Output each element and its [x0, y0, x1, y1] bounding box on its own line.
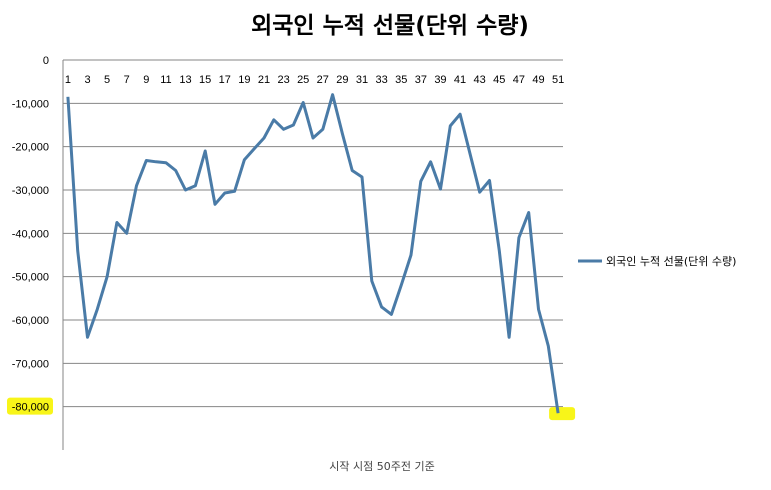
y-tick-label: -40,000: [12, 228, 49, 240]
x-tick-label: 51: [552, 74, 564, 86]
x-tick-label: 31: [356, 74, 368, 86]
y-tick-label: -50,000: [12, 272, 49, 284]
x-tick-label: 33: [376, 74, 388, 86]
x-tick-label: 29: [336, 74, 348, 86]
x-axis-ticks: 1 3 5 7 9 11 13 15 17 19 21 23 25 27 29 31 33 35 37 39 41 43 4…: [65, 74, 564, 86]
x-tick-label: 25: [297, 74, 309, 86]
y-tick-label: -10,000: [12, 98, 49, 110]
x-tick-label: 11: [160, 74, 171, 86]
x-tick-label: 21: [258, 74, 270, 86]
x-tick-label: 39: [434, 74, 446, 86]
y-tick-label: 0: [43, 55, 49, 67]
x-tick-label: 3: [84, 74, 90, 86]
x-tick-label: 15: [199, 74, 211, 86]
legend: 외국인 누적 선물(단위 수량): [578, 255, 736, 268]
x-tick-label: 35: [395, 74, 407, 86]
x-tick-label: 19: [238, 74, 250, 86]
y-tick-label: -20,000: [12, 142, 49, 154]
chart-title: 외국인 누적 선물(단위 수량): [251, 13, 529, 39]
legend-label: 외국인 누적 선물(단위 수량): [606, 255, 736, 268]
highlights: [7, 397, 576, 421]
endpoint-highlight: [549, 407, 576, 421]
x-tick-label: 23: [277, 74, 289, 86]
x-tick-label: 27: [317, 74, 329, 86]
series-line: [66, 93, 560, 414]
y-tick-label: -80,000: [12, 402, 49, 414]
x-tick-label: 1: [65, 74, 71, 86]
y-label-highlight: [7, 397, 53, 415]
x-tick-label: 17: [219, 74, 231, 86]
x-tick-label: 41: [454, 74, 466, 86]
series-group: [66, 93, 560, 414]
x-axis-label: 시작 시점 50주전 기준: [329, 460, 434, 473]
y-tick-label: -60,000: [12, 315, 49, 327]
x-tick-label: 43: [474, 74, 486, 86]
x-tick-label: 5: [104, 74, 110, 86]
y-tick-label: -30,000: [12, 185, 49, 197]
x-tick-label: 9: [143, 74, 149, 86]
x-tick-label: 47: [513, 74, 525, 86]
x-tick-label: 13: [179, 74, 191, 86]
gridlines: [63, 59, 563, 408]
x-tick-label: 45: [493, 74, 505, 86]
x-tick-label: 37: [415, 74, 427, 86]
y-axis-ticks: 0 -10,000 -20,000 -30,000 -40,000 -50,000 -60,…: [12, 55, 49, 414]
y-tick-label: -70,000: [12, 358, 49, 370]
x-tick-label: 7: [124, 74, 130, 86]
x-tick-label: 49: [532, 74, 544, 86]
